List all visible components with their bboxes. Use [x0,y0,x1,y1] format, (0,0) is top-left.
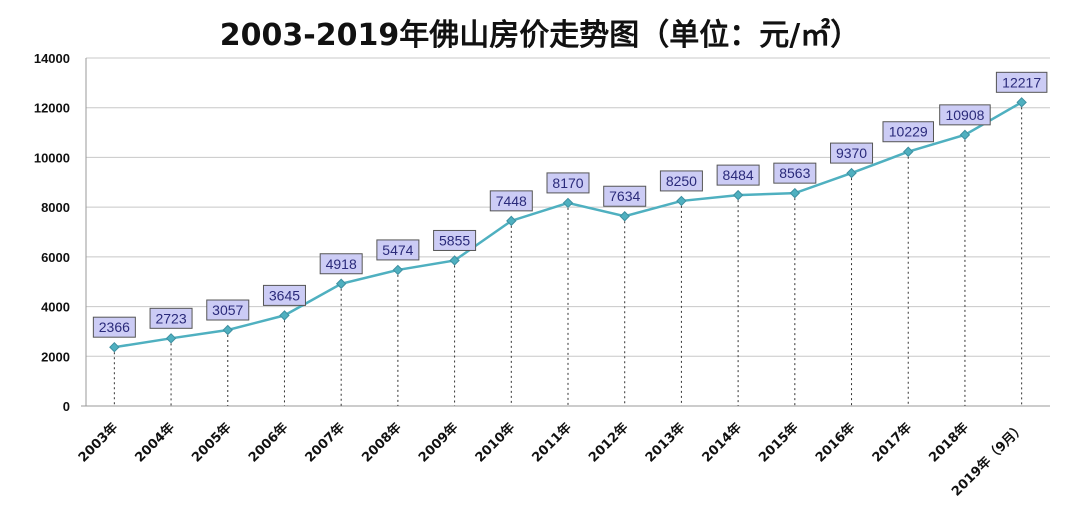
data-label: 3645 [269,287,300,303]
x-tick-label: 2006年 [245,420,291,466]
x-tick-label: 2009年 [415,420,461,466]
x-tick-label: 2017年 [869,420,915,466]
data-label-box [939,104,991,126]
x-tick-label: 2003年 [75,420,121,466]
data-point [279,310,290,321]
data-point [1016,97,1027,108]
y-tick-label: 4000 [41,300,70,315]
data-point [165,333,177,344]
data-label: 7634 [609,188,640,204]
data-label: 8250 [666,173,697,189]
y-tick-label: 0 [63,399,70,414]
data-label: 7448 [496,193,527,209]
data-point [562,197,574,209]
x-tick-label: 2012年 [585,420,631,466]
data-label-box [882,121,934,143]
data-label: 8484 [723,167,754,183]
data-point [959,129,971,141]
data-label: 8170 [552,175,583,191]
data-label: 9370 [836,145,867,161]
data-point [619,211,630,222]
data-label: 3057 [212,302,243,318]
x-tick-label: 2016年 [812,420,858,466]
data-label-box [206,299,250,321]
x-tick-label: 2004年 [132,420,178,466]
x-tick-label: 2010年 [472,420,518,466]
y-tick-label: 8000 [41,200,70,215]
data-label: 8563 [779,165,810,181]
data-label: 12217 [1002,74,1041,90]
y-tick-label: 2000 [41,349,70,364]
y-tick-label: 12000 [34,101,70,116]
data-label-box [433,229,477,251]
data-point [903,146,914,157]
x-tick-label: 2007年 [302,420,348,466]
data-label-box [830,142,874,164]
data-label-box [603,185,647,207]
data-label: 5855 [439,232,470,248]
data-label: 10229 [889,124,928,140]
data-label-box [319,253,363,275]
data-label-box [659,170,703,192]
data-point [789,187,801,199]
data-point [392,264,404,276]
data-point [732,189,744,201]
data-point [676,195,687,207]
data-point [506,215,517,227]
x-tick-label: 2011年 [529,420,575,466]
data-label-box [262,284,306,306]
data-label-box [716,164,760,186]
y-tick-label: 14000 [34,51,70,66]
data-label-box [773,162,817,184]
x-tick-label: 2008年 [359,420,405,466]
data-point [109,341,120,353]
data-label: 2723 [155,310,186,326]
data-label-box [546,172,590,194]
x-tick-label: 2005年 [188,420,234,466]
data-label-box [149,307,193,329]
data-label: 5474 [382,242,413,258]
data-point [335,278,347,289]
data-point [846,167,857,179]
data-label: 4918 [326,256,357,272]
x-tick-label: 2018年 [926,420,972,466]
data-label-box [995,71,1048,93]
x-tick-label: 2014年 [699,420,745,466]
data-point [222,324,233,336]
chart-title: 2003-2019年佛山房价走势图（单位：元/㎡） [219,18,861,53]
data-label: 10908 [945,107,984,123]
data-label-box [92,316,136,338]
x-tick-label: 2015年 [756,420,802,466]
y-tick-label: 10000 [34,150,70,165]
data-label-box [376,239,420,261]
data-label-box [489,190,533,212]
data-label: 2366 [99,319,130,335]
data-point [449,255,460,266]
x-tick-label: 2013年 [642,420,688,466]
y-tick-label: 6000 [41,250,70,265]
